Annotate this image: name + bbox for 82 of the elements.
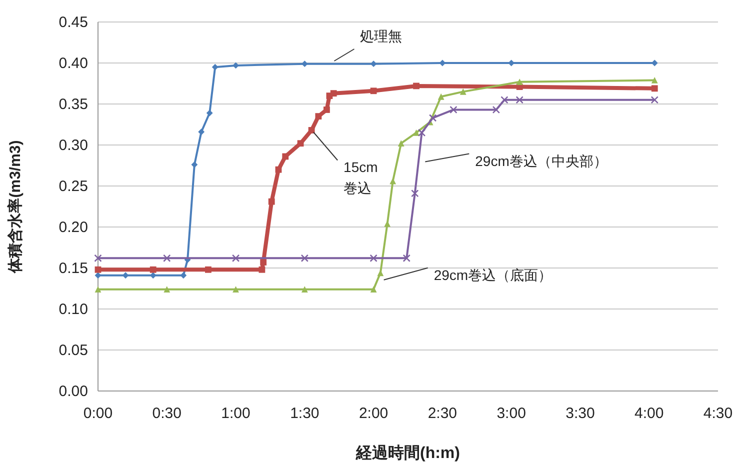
point xyxy=(370,88,377,94)
point xyxy=(122,272,129,279)
y-axis-title: 体積含水率(m3/m3) xyxy=(6,140,24,274)
point xyxy=(301,286,308,293)
x-tick-label: 1:00 xyxy=(221,405,250,422)
point xyxy=(428,114,437,122)
y-tick-label: 0.40 xyxy=(58,55,88,72)
y-tick-label: 0.10 xyxy=(58,301,88,318)
point xyxy=(191,161,198,168)
x-tick-label: 2:30 xyxy=(428,405,458,422)
point xyxy=(282,153,289,160)
annotation: 15cm 巻込 xyxy=(344,159,378,196)
point xyxy=(206,110,213,116)
x-tick-label: 3:30 xyxy=(566,405,595,422)
point xyxy=(94,266,102,273)
point xyxy=(268,198,275,205)
point xyxy=(650,96,658,104)
point xyxy=(205,266,212,273)
y-tick-label: 0.15 xyxy=(58,260,88,277)
x-tick-label: 0:00 xyxy=(83,405,113,422)
y-tick-label: 0.45 xyxy=(58,14,88,31)
x-tick-label: 4:30 xyxy=(703,405,733,422)
annotation: 29cm巻込（中央部） xyxy=(475,152,608,169)
point xyxy=(164,286,170,293)
point xyxy=(500,96,508,104)
point xyxy=(330,90,337,97)
point xyxy=(94,272,102,279)
x-tick-label: 4:00 xyxy=(634,405,664,422)
point xyxy=(516,96,524,104)
y-tick-label: 0.20 xyxy=(58,219,88,236)
x-tick-label: 1:30 xyxy=(290,405,320,422)
point xyxy=(232,62,239,69)
point xyxy=(651,85,658,92)
y-tick-label: 0.25 xyxy=(58,178,88,195)
point xyxy=(232,254,240,262)
point xyxy=(275,166,282,173)
point xyxy=(516,78,523,86)
x-tick-label: 2:00 xyxy=(358,405,388,422)
annotation: 29cm巻込（底面） xyxy=(434,266,552,283)
point xyxy=(300,254,309,262)
point xyxy=(198,128,205,136)
point xyxy=(384,220,391,227)
point xyxy=(212,64,218,70)
y-tick-label: 0.35 xyxy=(58,96,88,113)
y-tick-label: 0.30 xyxy=(58,137,88,154)
point xyxy=(232,286,239,293)
point xyxy=(180,272,187,279)
point xyxy=(94,286,102,293)
point xyxy=(377,270,384,276)
point xyxy=(438,93,444,100)
annotation: 処理無 xyxy=(360,28,402,44)
point xyxy=(418,128,426,137)
point xyxy=(370,254,378,262)
point xyxy=(370,60,377,68)
point xyxy=(651,77,658,84)
point xyxy=(150,266,156,273)
point xyxy=(402,254,410,262)
point xyxy=(315,113,322,120)
point xyxy=(398,140,404,147)
y-tick-label: 0.00 xyxy=(58,383,88,400)
point xyxy=(450,106,458,114)
point xyxy=(390,178,396,184)
point xyxy=(370,286,377,293)
point xyxy=(324,106,330,113)
x-tick-label: 0:30 xyxy=(152,405,182,422)
point xyxy=(150,272,156,279)
point xyxy=(308,127,315,134)
point xyxy=(94,254,102,262)
point xyxy=(258,266,266,273)
point xyxy=(260,259,267,266)
y-tick-label: 0.05 xyxy=(58,342,88,359)
point xyxy=(301,60,308,68)
point xyxy=(413,82,420,90)
x-tick-label: 3:00 xyxy=(496,405,526,422)
point xyxy=(297,140,304,147)
point xyxy=(411,190,419,198)
point xyxy=(439,60,446,66)
point xyxy=(460,88,466,95)
point xyxy=(492,106,500,114)
point xyxy=(163,254,171,262)
point xyxy=(413,130,420,136)
x-axis-title: 経過時間(h:m) xyxy=(355,444,460,462)
